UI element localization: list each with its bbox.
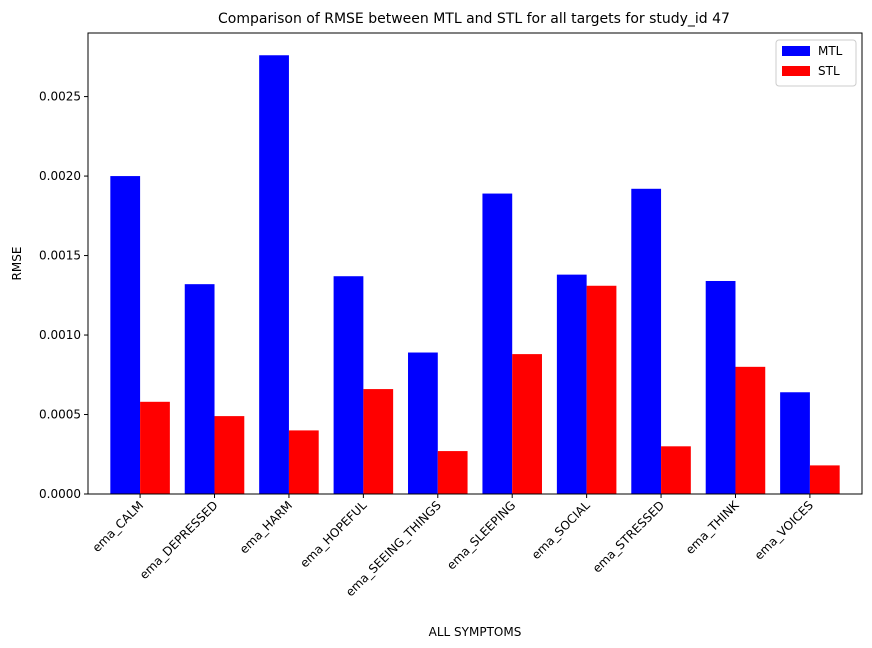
- legend-swatch-mtl: [782, 46, 810, 56]
- bar-mtl-ema-seeing-things: [408, 352, 438, 494]
- bar-mtl-ema-social: [556, 274, 587, 494]
- bar-stl-ema-seeing-things: [437, 451, 468, 494]
- bar-stl-ema-hopeful: [363, 389, 394, 494]
- bar-stl-ema-voices: [809, 465, 840, 494]
- legend: MTL STL: [775, 39, 857, 87]
- y-tick-label: 0.0015: [39, 249, 81, 263]
- bar-stl-ema-stressed: [661, 446, 691, 494]
- y-axis-label: RMSE: [10, 247, 24, 281]
- plot-frame: [87, 32, 863, 495]
- x-tick-label: ema_SLEEPING: [444, 498, 518, 572]
- bar-mtl-ema-depressed: [184, 284, 215, 494]
- x-tick-label: ema_STRESSED: [590, 498, 667, 575]
- bar-stl-ema-think: [735, 366, 766, 494]
- bar-mtl-ema-harm: [259, 55, 289, 494]
- y-tick-label: 0.0005: [39, 408, 81, 422]
- y-axis: 0.0000 0.0005 0.0010 0.0015 0.0020 0.0025: [39, 90, 88, 501]
- legend-swatch-stl: [782, 66, 810, 76]
- y-tick-label: 0.0000: [39, 487, 81, 501]
- bar-stl-ema-depressed: [214, 416, 245, 494]
- x-tick-label: ema_HOPEFUL: [297, 498, 369, 570]
- x-tick-label: ema_DEPRESSED: [137, 498, 221, 582]
- x-tick-label: ema_CALM: [90, 498, 147, 555]
- legend-label-mtl: MTL: [818, 44, 843, 58]
- bar-stl-ema-harm: [288, 430, 319, 494]
- x-tick-label: ema_SOCIAL: [529, 498, 593, 562]
- bar-mtl-ema-voices: [780, 392, 810, 494]
- bar-mtl-ema-hopeful: [333, 276, 364, 494]
- chart-title: Comparison of RMSE between MTL and STL f…: [218, 11, 730, 27]
- bar-mtl-ema-think: [705, 280, 736, 494]
- y-tick-label: 0.0025: [39, 90, 81, 104]
- x-axis-label: ALL SYMPTOMS: [429, 625, 522, 639]
- bar-mtl-ema-stressed: [631, 188, 662, 495]
- bar-mtl-ema-calm: [110, 176, 141, 494]
- x-tick-label: ema_THINK: [683, 497, 743, 557]
- x-tick-label: ema_VOICES: [752, 498, 816, 562]
- bar-stl-ema-social: [586, 285, 617, 494]
- y-tick-label: 0.0010: [39, 328, 81, 342]
- y-tick-label: 0.0020: [39, 169, 81, 183]
- legend-label-stl: STL: [818, 64, 840, 78]
- bar-stl-ema-sleeping: [512, 354, 542, 494]
- x-tick-label: ema_HARM: [237, 498, 295, 556]
- bar-mtl-ema-sleeping: [482, 193, 513, 494]
- bar-stl-ema-calm: [140, 401, 170, 494]
- bars-group: [110, 55, 840, 495]
